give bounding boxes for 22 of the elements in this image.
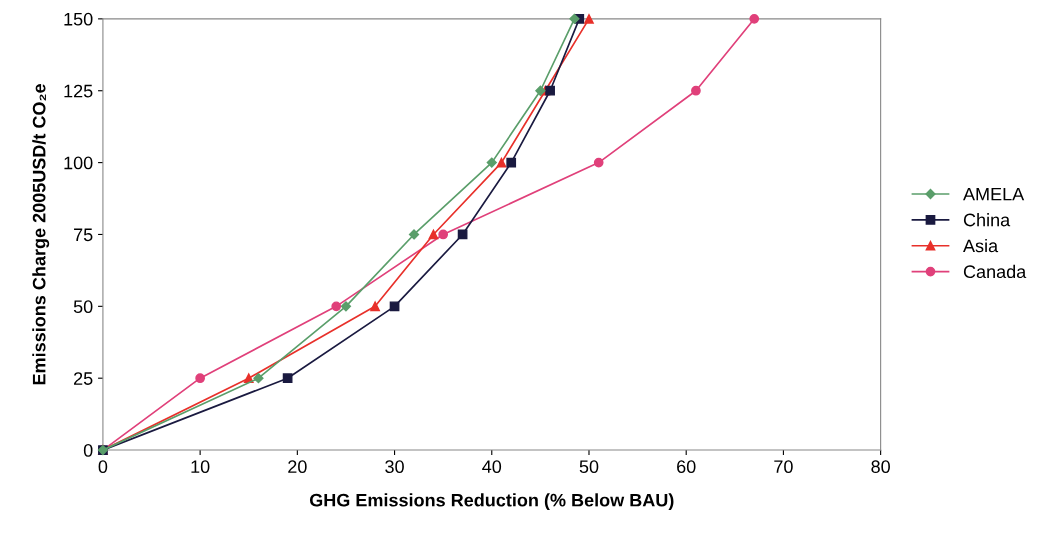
legend-label: AMELA [963,187,1025,201]
legend-label: Asia [963,238,999,253]
y-axis-title: Emissions Charge 2005USD/t CO₂e [32,84,50,385]
y-tick-label: 75 [74,228,93,242]
y-tick-label: 25 [74,372,93,385]
legend-label: Canada [963,264,1027,279]
y-tick-label: 125 [64,84,93,98]
legend-label: China [963,213,1011,227]
x-tick-label: 50 [579,460,599,474]
x-tick-label: 70 [774,460,793,474]
x-tick-label: 10 [191,460,210,474]
x-tick-label: 80 [871,460,890,474]
x-axis-title: GHG Emissions Reduction (% Below BAU) [309,493,674,511]
x-tick-label: 20 [288,460,307,474]
y-tick-label: 150 [64,12,93,26]
x-tick-label: 60 [677,460,696,474]
x-tick-label: 40 [482,460,502,474]
y-tick-label: 50 [73,300,93,314]
x-tick-label: 30 [385,460,404,474]
y-tick-label: 100 [64,156,93,170]
x-tick-label: 0 [98,460,108,474]
y-tick-label: 0 [83,444,93,457]
